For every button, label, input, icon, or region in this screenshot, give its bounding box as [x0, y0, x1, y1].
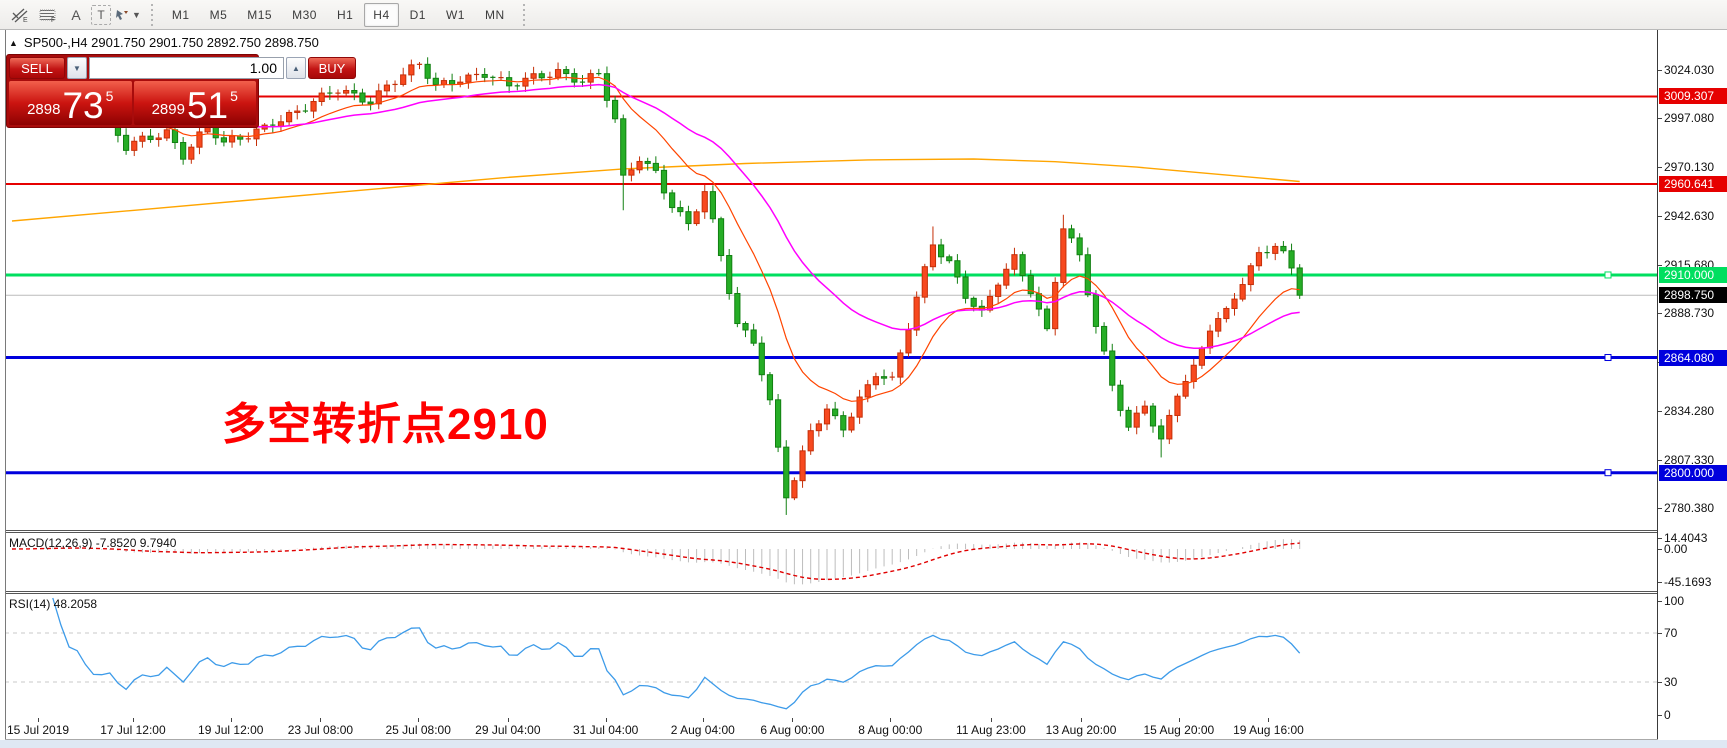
price-axis-tick: 2888.730 — [1657, 306, 1715, 321]
symbol-expand-icon[interactable]: ▲ — [9, 37, 18, 48]
toolbar: E F A T ▼ M1 M5 M15 M30 H1 H4 D1 W1 MN — [0, 0, 1727, 30]
timeframe-button-m30[interactable]: M30 — [292, 7, 317, 22]
svg-text:F: F — [51, 17, 55, 23]
timeframe-button-h4[interactable]: H4 — [364, 2, 399, 27]
time-axis[interactable]: 15 Jul 2019 17 Jul 12:00 19 Jul 12:00 23 Ju… — [5, 718, 1658, 740]
price-axis-tick: 2780.380 — [1657, 500, 1715, 515]
timeframe-button-mn[interactable]: MN — [484, 7, 505, 22]
volume-input[interactable] — [89, 57, 284, 79]
volume-decrease-button[interactable]: ▼ — [67, 57, 87, 79]
time-axis-label: 17 Jul 12:00 — [100, 718, 166, 737]
macd-pane-canvas[interactable] — [5, 533, 1657, 591]
bid-points: 73 — [62, 84, 104, 126]
time-axis-label: 31 Jul 04:00 — [572, 718, 639, 737]
timeframe-group: M1 M5 M15 M30 H1 H4 D1 W1 MN — [162, 2, 515, 27]
rsi-indicator-label: RSI(14) 48.2058 — [9, 597, 98, 611]
toolbar-grip — [519, 3, 529, 26]
timeframe-button-m1[interactable]: M1 — [171, 7, 190, 22]
chart-title: ▲ SP500-,H4 2901.750 2901.750 2892.750 2… — [9, 35, 319, 50]
timeframe-button-h1[interactable]: H1 — [336, 7, 354, 22]
equidistant-channel-icon[interactable]: E — [7, 3, 33, 27]
timeframe-button-m5[interactable]: M5 — [209, 7, 228, 22]
time-axis-label: 19 Jul 12:00 — [198, 718, 264, 737]
time-axis-label: 15 Aug 20:00 — [1143, 718, 1215, 737]
price-level-badge: 2960.641 — [1659, 175, 1727, 192]
timeframe-button-d1[interactable]: D1 — [409, 7, 426, 22]
time-axis-label: 23 Jul 08:00 — [287, 718, 354, 737]
rsi-axis-tick: 100 — [1657, 594, 1685, 608]
ask-pip-fraction: 5 — [230, 88, 238, 104]
bid-big-figure: 2898 — [27, 101, 61, 118]
timeframe-button-w1[interactable]: W1 — [445, 7, 465, 22]
price-axis-tick: 2997.080 — [1657, 111, 1715, 126]
ask-price-display[interactable]: 2899 51 5 — [133, 81, 256, 126]
arrange-cursor-icon[interactable]: ▼ — [113, 3, 142, 27]
price-level-badge: 3009.307 — [1659, 88, 1727, 105]
price-level-badge: 2800.000 — [1659, 464, 1727, 481]
dropdown-caret-icon: ▼ — [132, 9, 141, 20]
price-axis-tick: 3024.030 — [1657, 63, 1715, 77]
volume-increase-button[interactable]: ▲ — [286, 57, 306, 79]
text-tool-icon[interactable]: T — [91, 4, 111, 25]
symbol-ohlc-text: SP500-,H4 2901.750 2901.750 2892.750 289… — [23, 35, 319, 50]
one-click-trading-panel: SELL ▼ ▲ BUY 2898 73 5 2899 51 5 — [6, 54, 356, 128]
time-axis-label: 25 Jul 08:00 — [385, 718, 451, 737]
buy-button[interactable]: BUY — [308, 57, 356, 79]
chart-annotation-text: 多空转折点2910 — [222, 400, 549, 449]
time-axis-label: 8 Aug 00:00 — [858, 718, 923, 737]
price-axis[interactable]: 3024.030 2997.080 2970.130 2942.630 2915.680… — [1657, 30, 1727, 740]
price-axis-tick: 2807.330 — [1657, 452, 1715, 467]
price-level-badge: 2910.000 — [1659, 266, 1727, 283]
chart-window[interactable]: ▲ SP500-,H4 2901.750 2901.750 2892.750 2… — [0, 30, 1727, 740]
time-axis-label: 6 Aug 00:00 — [760, 718, 825, 737]
rsi-axis-tick: 30 — [1657, 675, 1678, 689]
ask-big-figure: 2899 — [151, 101, 185, 118]
time-axis-label: 19 Aug 16:00 — [1233, 718, 1304, 737]
sell-button[interactable]: SELL — [9, 57, 65, 79]
price-level-badge: 2898.750 — [1659, 287, 1727, 304]
time-axis-label: 13 Aug 20:00 — [1045, 718, 1117, 737]
time-axis-label: 11 Aug 23:00 — [956, 718, 1026, 737]
time-axis-label: 29 Jul 04:00 — [475, 718, 541, 737]
timeframe-button-m15[interactable]: M15 — [247, 7, 273, 22]
price-chart-canvas[interactable] — [5, 30, 1657, 530]
ask-points: 51 — [186, 84, 229, 126]
price-axis-tick: 2942.630 — [1657, 209, 1715, 224]
macd-axis-tick: 0.00 — [1657, 542, 1688, 556]
time-axis-label: 15 Jul 2019 — [7, 718, 70, 737]
macd-axis-tick: 14.4043 — [1657, 531, 1708, 546]
macd-axis-tick: -45.1693 — [1657, 574, 1712, 589]
bid-pip-fraction: 5 — [105, 88, 114, 104]
price-axis-tick: 2970.130 — [1657, 159, 1715, 174]
toolbar-grip — [147, 3, 157, 26]
rsi-axis-tick: 0 — [1658, 708, 1671, 722]
status-bar-strip — [0, 740, 1727, 748]
rsi-pane-canvas[interactable] — [5, 594, 1657, 718]
time-axis-label: 2 Aug 04:00 — [670, 718, 735, 737]
rsi-axis-tick: 70 — [1657, 626, 1678, 640]
fibonacci-icon[interactable]: F — [35, 3, 61, 27]
plot-left-border — [5, 30, 6, 740]
macd-indicator-label: MACD(12,26,9) -7.8520 9.7940 — [9, 536, 177, 550]
plot-right-border — [1657, 30, 1658, 740]
svg-text:E: E — [23, 17, 28, 23]
text-label-icon[interactable]: A — [71, 6, 81, 23]
price-axis-tick: 2834.280 — [1657, 404, 1715, 419]
bid-price-display[interactable]: 2898 73 5 — [9, 81, 132, 125]
price-level-badge: 2864.080 — [1659, 349, 1727, 366]
